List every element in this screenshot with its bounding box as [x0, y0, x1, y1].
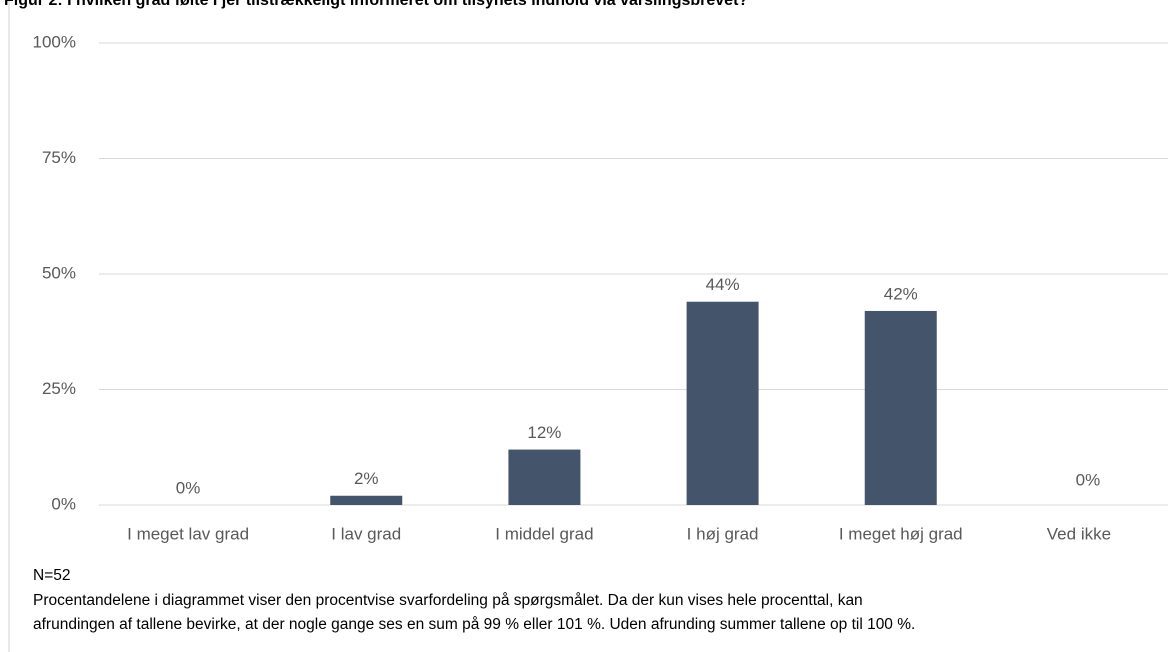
bar	[508, 449, 581, 505]
note: N=52	[33, 567, 71, 584]
bar	[330, 495, 403, 505]
y-tick-label: 100%	[33, 32, 76, 51]
note: Procentandelene i diagrammet viser den p…	[33, 592, 863, 609]
data-label: 0%	[176, 478, 201, 497]
y-tick-label: 0%	[51, 494, 76, 513]
data-label: 2%	[354, 469, 379, 488]
bar	[686, 301, 759, 505]
x-tick-label: I høj grad	[687, 524, 759, 543]
x-tick-label: I middel grad	[495, 524, 593, 543]
data-label: 12%	[527, 423, 561, 442]
note: afrundingen af tallene bevirke, at der n…	[33, 616, 915, 633]
chart-title: Figur 2: I hvilken grad følte I jer tils…	[4, 0, 748, 9]
y-tick-label: 25%	[42, 379, 76, 398]
x-tick-label: I lav grad	[331, 524, 401, 543]
data-label: 42%	[884, 284, 918, 303]
x-tick-label: I meget høj grad	[839, 524, 963, 543]
bar	[864, 310, 937, 505]
y-tick-label: 50%	[42, 263, 76, 282]
x-tick-label: I meget lav grad	[127, 524, 249, 543]
data-label: 44%	[706, 275, 740, 294]
x-tick-label: Ved ikke	[1047, 524, 1111, 543]
data-label: 0%	[1076, 470, 1101, 489]
y-tick-label: 75%	[42, 148, 76, 167]
